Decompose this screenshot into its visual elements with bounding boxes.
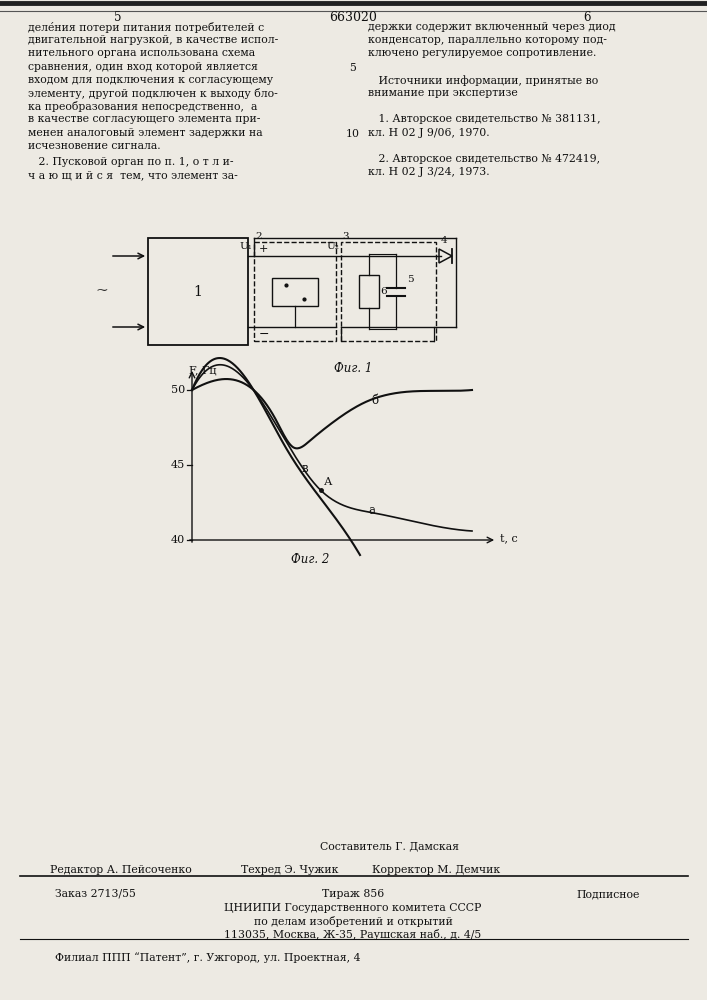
- Text: Подписное: Подписное: [577, 889, 640, 899]
- Text: Техред Э. Чужик: Техред Э. Чужик: [241, 865, 339, 875]
- Text: Составитель Г. Дамская: Составитель Г. Дамская: [320, 841, 460, 851]
- Text: двигательной нагрузкой, в качестве испол-: двигательной нагрузкой, в качестве испол…: [28, 35, 279, 45]
- Text: исчезновение сигнала.: исчезновение сигнала.: [28, 141, 160, 151]
- Bar: [148, 238, 248, 345]
- Text: 5: 5: [407, 275, 414, 284]
- Text: 113035, Москва, Ж-35, Раушская наб., д. 4/5: 113035, Москва, Ж-35, Раушская наб., д. …: [224, 929, 481, 940]
- Text: 1: 1: [194, 284, 202, 298]
- Text: F, Гц: F, Гц: [189, 365, 216, 375]
- Text: 4: 4: [441, 236, 448, 245]
- Text: 45: 45: [171, 460, 185, 470]
- Text: +: +: [259, 244, 269, 254]
- Text: А: А: [324, 477, 332, 487]
- Text: б: б: [371, 394, 378, 407]
- Text: сравнения, один вход которой является: сравнения, один вход которой является: [28, 62, 258, 72]
- Text: 40: 40: [171, 535, 185, 545]
- Text: 5: 5: [349, 63, 356, 73]
- Text: по делам изобретений и открытий: по делам изобретений и открытий: [254, 916, 452, 927]
- Text: 3: 3: [342, 232, 349, 241]
- Text: 50: 50: [171, 385, 185, 395]
- Text: ка преобразования непосредственно,  а: ка преобразования непосредственно, а: [28, 101, 257, 112]
- Text: нительного органа использована схема: нительного органа использована схема: [28, 48, 255, 58]
- Text: t, с: t, с: [500, 533, 518, 543]
- Text: 2: 2: [255, 232, 262, 241]
- Text: 663020: 663020: [329, 11, 377, 24]
- Text: Филиал ППП “Патент”, г. Ужгород, ул. Проектная, 4: Филиал ППП “Патент”, г. Ужгород, ул. Про…: [55, 952, 361, 963]
- Text: U₁: U₁: [239, 242, 252, 251]
- Text: Редактор А. Пейсоченко: Редактор А. Пейсоченко: [50, 865, 192, 875]
- Text: входом для подключения к согласующему: входом для подключения к согласующему: [28, 75, 273, 85]
- Text: кл. Н 02 J 3/24, 1973.: кл. Н 02 J 3/24, 1973.: [368, 167, 490, 177]
- Text: в качестве согласующего элемента при-: в качестве согласующего элемента при-: [28, 114, 260, 124]
- Text: 6: 6: [583, 11, 591, 24]
- Text: Фиг. 1: Фиг. 1: [334, 362, 372, 375]
- Text: Источники информации, принятые во: Источники информации, принятые во: [368, 75, 598, 86]
- Text: Фиг. 2: Фиг. 2: [291, 553, 329, 566]
- Text: Тираж 856: Тираж 856: [322, 889, 384, 899]
- Text: держки содержит включенный через диод: держки содержит включенный через диод: [368, 22, 616, 32]
- Text: Заказ 2713/55: Заказ 2713/55: [55, 889, 136, 899]
- Text: менен аналоговый элемент задержки на: менен аналоговый элемент задержки на: [28, 128, 262, 138]
- Text: U₂: U₂: [326, 242, 339, 251]
- Bar: [254, 242, 336, 341]
- Text: ключено регулируемое сопротивление.: ключено регулируемое сопротивление.: [368, 48, 597, 58]
- Text: в: в: [301, 462, 308, 475]
- Text: 2. Авторское свидетельство № 472419,: 2. Авторское свидетельство № 472419,: [368, 154, 600, 164]
- Text: конденсатор, параллельно которому под-: конденсатор, параллельно которому под-: [368, 35, 607, 45]
- Text: 5: 5: [115, 11, 122, 24]
- Text: а: а: [368, 504, 375, 516]
- Text: Корректор М. Демчик: Корректор М. Демчик: [372, 865, 500, 875]
- Text: кл. Н 02 J 9/06, 1970.: кл. Н 02 J 9/06, 1970.: [368, 128, 490, 138]
- Text: внимание при экспертизе: внимание при экспертизе: [368, 88, 518, 98]
- Text: 10: 10: [346, 129, 360, 139]
- Text: ~: ~: [95, 284, 108, 298]
- Bar: [341, 242, 436, 341]
- Text: ч а ю щ и й с я  тем, что элемент за-: ч а ю щ и й с я тем, что элемент за-: [28, 170, 238, 180]
- Bar: [272, 277, 318, 306]
- Bar: [359, 275, 379, 308]
- Text: 2. Пусковой орган по п. 1, о т л и-: 2. Пусковой орган по п. 1, о т л и-: [28, 157, 233, 167]
- Text: ЦНИИПИ Государственного комитета СССР: ЦНИИПИ Государственного комитета СССР: [224, 903, 481, 913]
- Text: 6: 6: [380, 287, 387, 296]
- Text: элементу, другой подключен к выходу бло-: элементу, другой подключен к выходу бло-: [28, 88, 278, 99]
- Text: 1. Авторское свидетельство № 381131,: 1. Авторское свидетельство № 381131,: [368, 114, 601, 124]
- Text: деле́ния потери питания потребителей с: деле́ния потери питания потребителей с: [28, 22, 264, 33]
- Text: −: −: [259, 328, 269, 341]
